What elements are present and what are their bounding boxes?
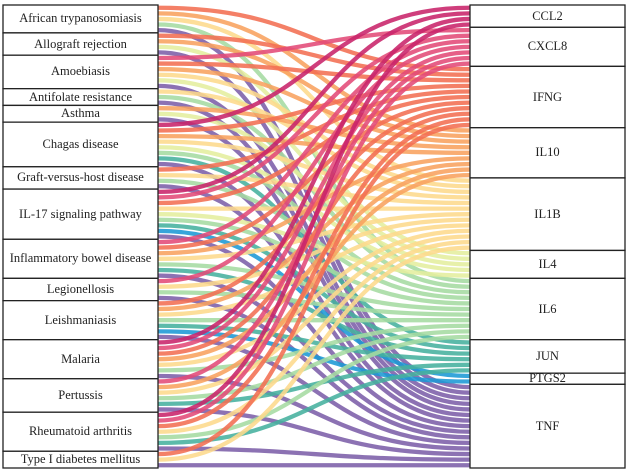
node-label: IL4 (538, 256, 557, 271)
node-malaria (2, 339, 159, 380)
link-rheumatoid-arthritis-to-ccl2 (157, 22, 471, 418)
link-malaria-to-il1b (157, 228, 471, 367)
link-malaria-to-cxcl8 (157, 50, 471, 351)
node-il-17-signaling-pathway (2, 188, 159, 240)
link-graft-versus-host-disease-to-il1b (157, 172, 471, 206)
node-tnf (469, 383, 626, 469)
link-inflammatory-bowel-disease-to-ifng (157, 100, 471, 250)
link-pertussis-to-il10 (157, 172, 471, 390)
links (157, 5, 471, 468)
link-graft-versus-host-disease-to-ifng (157, 89, 471, 172)
link-allograft-rejection-to-il10 (157, 39, 471, 139)
link-rheumatoid-arthritis-to-ifng (157, 117, 471, 429)
node-label: IL10 (535, 145, 560, 160)
link-legionellosis-to-il1b (157, 217, 471, 289)
node-label: Inflammatory bowel disease (9, 251, 152, 266)
node-label: Rheumatoid arthritis (28, 424, 133, 439)
node-label: CCL2 (532, 8, 563, 23)
node-label: Chagas disease (42, 136, 119, 151)
node-label: Amoebiasis (50, 64, 111, 79)
link-inflammatory-bowel-disease-to-cxcl8 (157, 39, 471, 245)
link-rheumatoid-arthritis-to-il6 (157, 334, 471, 440)
link-chagas-disease-to-ccl2 (157, 5, 471, 128)
node-label: PTGS2 (529, 371, 566, 386)
node-label: CXCL8 (527, 39, 568, 54)
link-malaria-to-il10 (157, 167, 471, 362)
node-label: JUN (536, 348, 559, 363)
node-label: TNF (535, 418, 560, 433)
node-label: Legionellosis (46, 281, 115, 296)
node-label: Allograft rejection (34, 36, 127, 51)
link-malaria-to-ccl2 (157, 16, 471, 345)
node-label: African trypanosomiasis (19, 11, 142, 26)
link-type-i-diabetes-mellitus-to-ifng (157, 122, 471, 457)
node-label: Type I diabetes mellitus (20, 452, 141, 467)
link-asthma-to-il10 (157, 106, 471, 150)
node-label: Malaria (61, 351, 100, 366)
node-label: IL-17 signaling pathway (19, 206, 142, 221)
link-legionellosis-to-tnf (157, 295, 471, 440)
node-african-trypanosomiasis (2, 4, 159, 34)
node-amoebiasis (2, 54, 159, 90)
node-il1b (469, 177, 626, 252)
node-il6 (469, 277, 626, 341)
link-leishmaniasis-to-ifng (157, 106, 471, 306)
link-pertussis-to-il1b (157, 234, 471, 395)
link-il-17-signaling-pathway-to-ifng (157, 94, 471, 206)
node-label: Asthma (61, 106, 100, 121)
node-label: IFNG (532, 89, 563, 104)
link-rheumatoid-arthritis-to-cxcl8 (157, 61, 471, 423)
link-amoebiasis-to-cxcl8 (157, 27, 471, 61)
node-label: Pertussis (58, 387, 103, 402)
link-malaria-to-ifng (157, 111, 471, 356)
node-label: Antifolate resistance (28, 89, 133, 104)
node-jun (469, 339, 626, 374)
node-label: IL6 (538, 301, 557, 316)
node-label: Leishmaniasis (44, 312, 117, 327)
node-chagas-disease (2, 121, 159, 168)
link-chagas-disease-to-ifng (157, 83, 471, 133)
node-type-i-diabetes-mellitus (2, 450, 159, 469)
link-legionellosis-to-cxcl8 (157, 44, 471, 284)
link-type-i-diabetes-mellitus-to-il1b (157, 245, 471, 462)
link-rheumatoid-arthritis-to-il1b (157, 239, 471, 434)
node-leishmaniasis (2, 300, 159, 341)
link-chagas-disease-to-il1b (157, 139, 471, 200)
node-label: Graft-versus-host disease (17, 170, 144, 185)
node-rheumatoid-arthritis (2, 411, 159, 452)
node-inflammatory-bowel-disease (2, 238, 159, 279)
link-il-17-signaling-pathway-to-ccl2 (157, 11, 471, 195)
node-label: IL1B (534, 206, 561, 221)
node-il10 (469, 127, 626, 179)
link-malaria-to-tnf (157, 373, 471, 451)
